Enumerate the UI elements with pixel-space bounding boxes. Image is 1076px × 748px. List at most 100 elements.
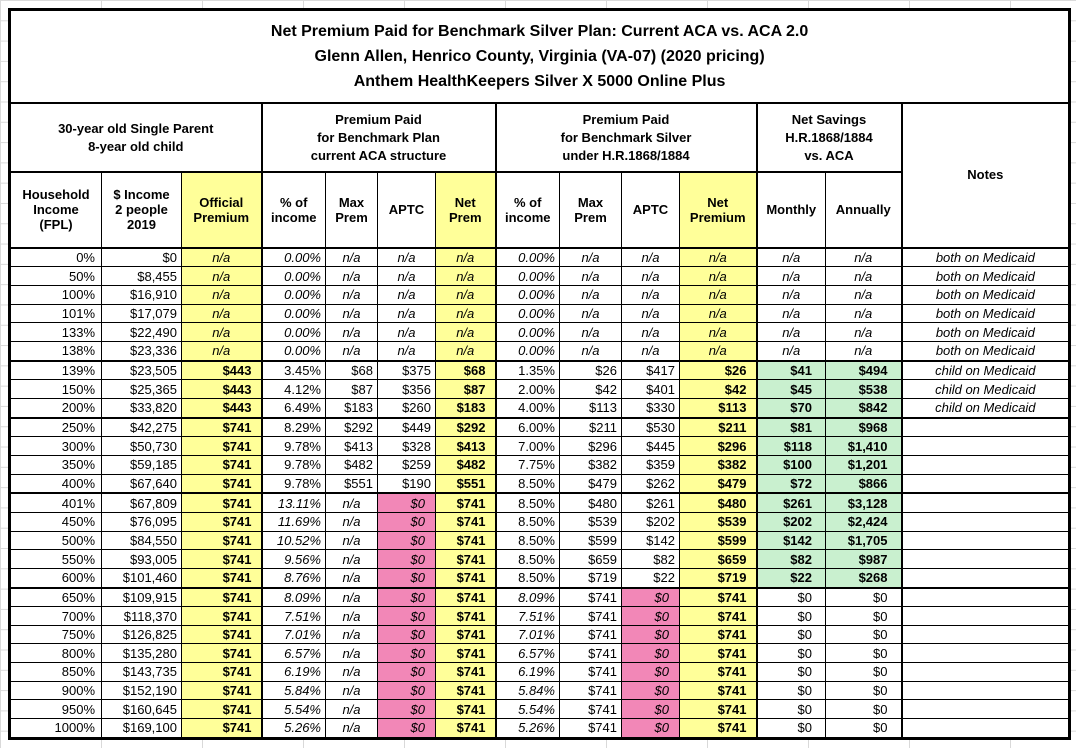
cell-aca_aptc[interactable]: n/a (377, 322, 436, 342)
cell-annually[interactable]: $494 (825, 359, 902, 381)
cell-hr_net[interactable]: $741 (679, 680, 757, 701)
cell-hr_aptc[interactable]: n/a (621, 247, 680, 268)
cell-hr_pct[interactable]: 0.00% (494, 266, 560, 286)
cell-notes[interactable] (900, 680, 1071, 701)
cell-aca_aptc[interactable]: $0 (377, 549, 436, 569)
cell-aca_aptc[interactable]: $0 (377, 511, 436, 532)
cell-notes[interactable] (900, 717, 1071, 740)
cell-aca_pct[interactable]: 8.76% (260, 567, 326, 589)
cell-aca_net[interactable]: n/a (435, 303, 496, 324)
cell-aca_pct[interactable]: 6.57% (260, 643, 326, 664)
cell-hr_pct[interactable]: 7.01% (494, 624, 560, 645)
cell-hr_max[interactable]: $539 (559, 511, 622, 532)
cell-notes[interactable] (900, 454, 1071, 475)
cell-annually[interactable]: $2,424 (825, 511, 902, 532)
cell-annually[interactable]: n/a (825, 247, 902, 268)
cell-hr_max[interactable]: $479 (559, 473, 622, 494)
cell-hr_max[interactable]: $741 (559, 643, 622, 664)
cell-income[interactable]: $23,336 (101, 340, 182, 362)
cell-hr_max[interactable]: $42 (559, 379, 622, 399)
column-header-hr-aptc[interactable]: APTC (621, 171, 680, 249)
cell-hr_net[interactable]: $42 (679, 379, 757, 399)
cell-notes[interactable]: both on Medicaid (900, 322, 1071, 342)
cell-aca_net[interactable]: $292 (435, 416, 496, 438)
cell-notes[interactable] (900, 473, 1071, 494)
cell-aca_net[interactable]: $741 (435, 586, 496, 608)
cell-income[interactable]: $84,550 (101, 530, 182, 551)
cell-aca_max[interactable]: n/a (325, 266, 378, 286)
cell-fpl[interactable]: 200% (9, 397, 102, 419)
cell-aca_max[interactable]: n/a (325, 606, 378, 626)
column-header-hr-net-premium[interactable]: Net Premium (679, 171, 757, 249)
cell-official[interactable]: n/a (181, 303, 262, 324)
cell-aca_aptc[interactable]: $0 (377, 662, 436, 682)
cell-hr_aptc[interactable]: $0 (621, 624, 680, 645)
cell-aca_aptc[interactable]: $0 (377, 492, 436, 513)
cell-aca_pct[interactable]: 6.49% (260, 397, 326, 419)
cell-annually[interactable]: n/a (825, 303, 902, 324)
cell-notes[interactable]: child on Medicaid (900, 379, 1071, 399)
cell-annually[interactable]: $0 (825, 699, 902, 719)
cell-aca_pct[interactable]: 0.00% (260, 340, 326, 362)
cell-fpl[interactable]: 0% (9, 247, 102, 268)
cell-aca_pct[interactable]: 13.11% (260, 492, 326, 513)
cell-aca_pct[interactable]: 5.84% (260, 680, 326, 701)
cell-aca_aptc[interactable]: n/a (377, 247, 436, 268)
cell-hr_pct[interactable]: 7.00% (494, 436, 560, 456)
group-header-net-savings[interactable]: Net Savings H.R.1868/1884 vs. ACA (755, 102, 902, 173)
cell-hr_max[interactable]: n/a (559, 303, 622, 324)
cell-monthly[interactable]: n/a (755, 303, 826, 324)
cell-official[interactable]: $741 (181, 586, 262, 608)
cell-hr_pct[interactable]: 0.00% (494, 340, 560, 362)
cell-monthly[interactable]: $41 (755, 359, 826, 381)
cell-hr_pct[interactable]: 8.09% (494, 586, 560, 608)
cell-fpl[interactable]: 250% (9, 416, 102, 438)
cell-fpl[interactable]: 950% (9, 699, 102, 719)
cell-hr_max[interactable]: $659 (559, 549, 622, 569)
cell-notes[interactable]: both on Medicaid (900, 340, 1071, 362)
cell-aca_aptc[interactable]: n/a (377, 340, 436, 362)
column-header-annually[interactable]: Annually (825, 171, 902, 249)
cell-monthly[interactable]: $0 (755, 680, 826, 701)
cell-annually[interactable]: n/a (825, 322, 902, 342)
cell-official[interactable]: n/a (181, 266, 262, 286)
cell-aca_net[interactable]: $87 (435, 379, 496, 399)
column-header-monthly[interactable]: Monthly (755, 171, 826, 249)
cell-hr_pct[interactable]: 6.57% (494, 643, 560, 664)
cell-hr_aptc[interactable]: $0 (621, 680, 680, 701)
cell-hr_max[interactable]: $26 (559, 359, 622, 381)
cell-aca_pct[interactable]: 0.00% (260, 322, 326, 342)
cell-aca_max[interactable]: n/a (325, 680, 378, 701)
cell-aca_max[interactable]: n/a (325, 624, 378, 645)
cell-hr_pct[interactable]: 7.51% (494, 606, 560, 626)
cell-official[interactable]: $741 (181, 473, 262, 494)
cell-notes[interactable]: child on Medicaid (900, 359, 1071, 381)
cell-aca_aptc[interactable]: $375 (377, 359, 436, 381)
cell-hr_pct[interactable]: 8.50% (494, 492, 560, 513)
cell-notes[interactable]: child on Medicaid (900, 397, 1071, 419)
cell-aca_aptc[interactable]: $0 (377, 606, 436, 626)
cell-monthly[interactable]: n/a (755, 322, 826, 342)
cell-hr_aptc[interactable]: $530 (621, 416, 680, 438)
cell-notes[interactable] (900, 549, 1071, 569)
cell-aca_aptc[interactable]: $190 (377, 473, 436, 494)
cell-hr_aptc[interactable]: $445 (621, 436, 680, 456)
cell-aca_max[interactable]: n/a (325, 322, 378, 342)
cell-aca_net[interactable]: $741 (435, 606, 496, 626)
cell-fpl[interactable]: 150% (9, 379, 102, 399)
cell-notes[interactable] (900, 586, 1071, 608)
cell-hr_aptc[interactable]: $0 (621, 586, 680, 608)
cell-aca_max[interactable]: n/a (325, 530, 378, 551)
cell-hr_max[interactable]: n/a (559, 266, 622, 286)
group-header-current-aca[interactable]: Premium Paid for Benchmark Plan current … (260, 102, 496, 173)
cell-monthly[interactable]: $142 (755, 530, 826, 551)
table-title[interactable]: Net Premium Paid for Benchmark Silver Pl… (8, 9, 1071, 105)
cell-hr_pct[interactable]: 8.50% (494, 511, 560, 532)
cell-official[interactable]: $741 (181, 436, 262, 456)
cell-aca_aptc[interactable]: $260 (377, 397, 436, 419)
cell-aca_net[interactable]: n/a (435, 247, 496, 268)
cell-hr_net[interactable]: n/a (679, 303, 757, 324)
cell-monthly[interactable]: $0 (755, 606, 826, 626)
cell-official[interactable]: n/a (181, 322, 262, 342)
cell-official[interactable]: $741 (181, 530, 262, 551)
